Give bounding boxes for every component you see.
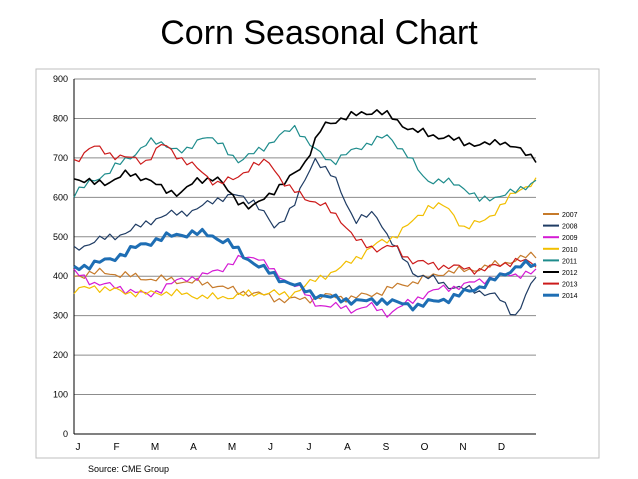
y-axis-ticks: 0 100 200 300 400 500 600 700 800 900 (53, 74, 68, 439)
y-tick-label: 200 (53, 350, 68, 360)
x-tick-label: M (151, 442, 159, 453)
x-tick-label: A (344, 442, 351, 453)
series-line-2009 (73, 254, 537, 318)
x-tick-label: J (307, 442, 312, 453)
grid-lines (73, 78, 536, 435)
page-title: Corn Seasonal Chart (160, 14, 478, 52)
y-tick-label: 400 (53, 271, 68, 281)
x-tick-label: M (228, 442, 236, 453)
y-tick-label: 0 (63, 429, 68, 439)
y-tick-label: 500 (53, 232, 68, 242)
series-line-2008 (73, 157, 537, 316)
series-line-2010 (73, 177, 537, 300)
y-tick-label: 600 (53, 192, 68, 202)
y-tick-label: 700 (53, 153, 68, 163)
y-tick-label: 900 (53, 74, 68, 84)
x-tick-label: D (498, 442, 505, 453)
series-line-2012 (73, 109, 537, 210)
x-tick-label: J (268, 442, 273, 453)
legend-label-2008: 2008 (562, 224, 578, 231)
legend-label-2012: 2012 (562, 270, 578, 277)
series-line-2014 (73, 227, 537, 312)
x-tick-label: O (421, 442, 429, 453)
series-line-2007 (73, 251, 537, 304)
legend-label-2007: 2007 (562, 212, 578, 219)
series-line-2011 (73, 124, 537, 202)
legend-label-2011: 2011 (562, 258, 577, 265)
x-tick-label: N (459, 442, 466, 453)
legend-label-2009: 2009 (562, 235, 578, 242)
series-lines (73, 109, 537, 318)
y-tick-label: 100 (53, 390, 68, 400)
x-tick-label: J (76, 442, 81, 453)
legend-label-2010: 2010 (562, 247, 578, 254)
series-line-2013 (73, 144, 537, 275)
x-tick-label: S (383, 442, 390, 453)
legend-label-2014: 2014 (562, 293, 578, 300)
y-tick-label: 300 (53, 311, 68, 321)
source-note: Source: CME Group (88, 464, 170, 474)
legend: 2007 2008 2009 2010 2011 2012 2013 2014 (543, 212, 578, 300)
x-tick-label: F (113, 442, 119, 453)
chart-outer-frame (35, 68, 600, 459)
y-tick-label: 800 (53, 113, 68, 123)
x-tick-label: A (190, 442, 197, 453)
legend-label-2013: 2013 (562, 282, 578, 289)
